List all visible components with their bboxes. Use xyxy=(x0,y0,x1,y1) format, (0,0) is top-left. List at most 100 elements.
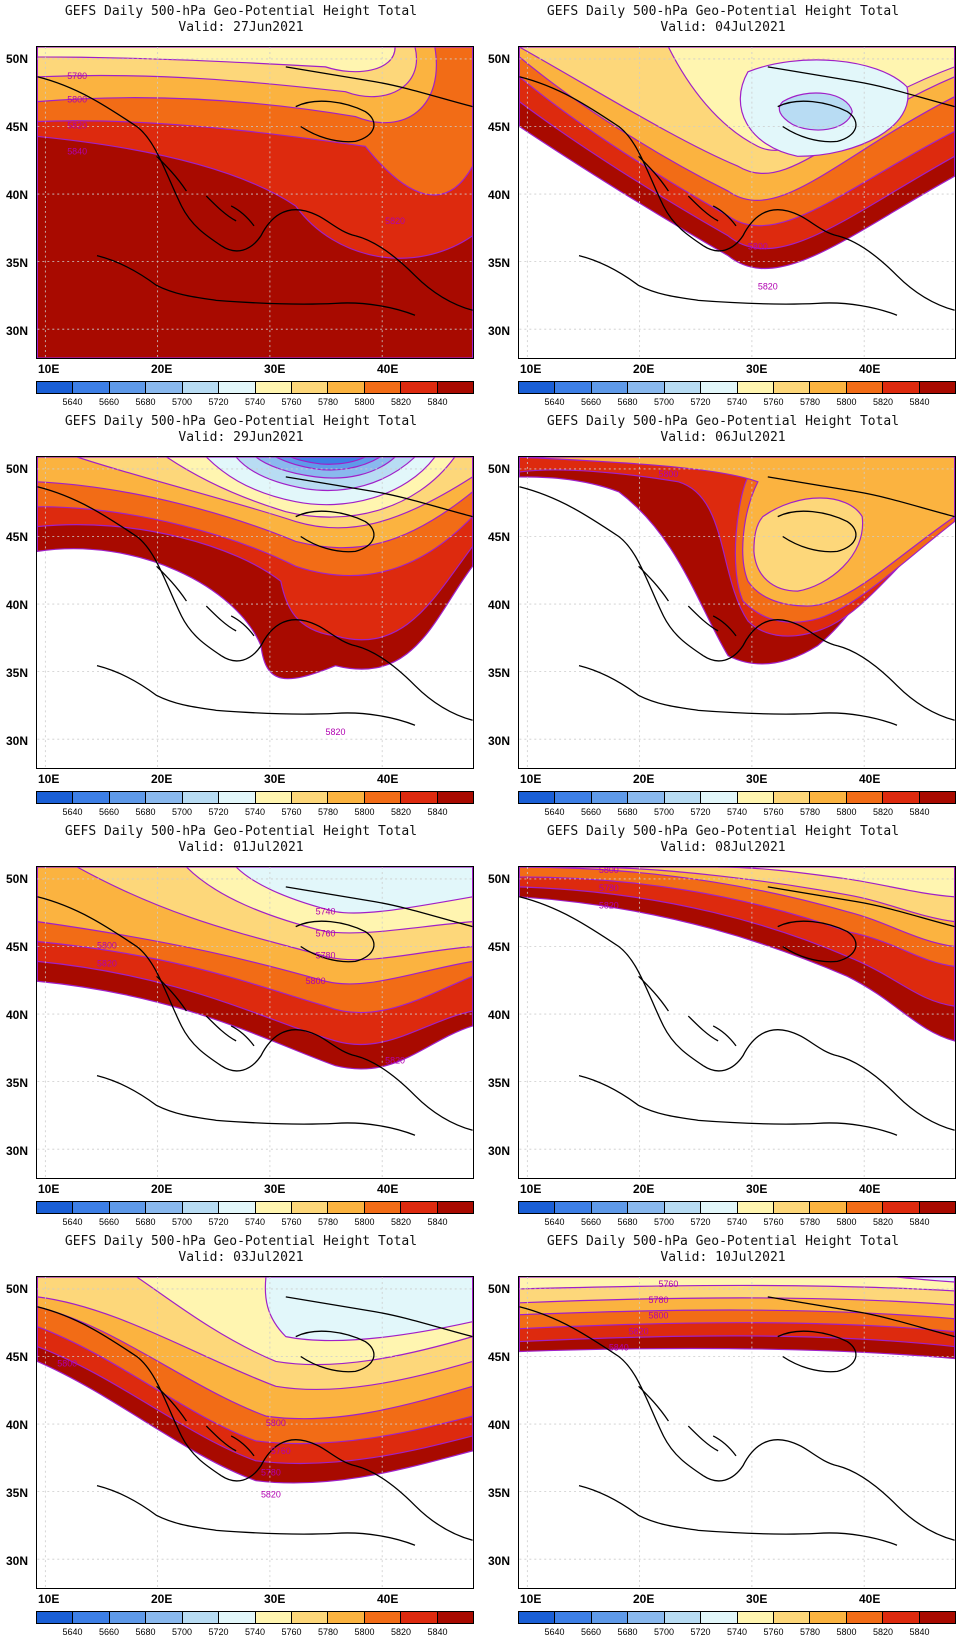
colorbar-label: 5720 xyxy=(208,807,229,817)
height-band xyxy=(519,1277,955,1292)
coastline xyxy=(712,615,737,637)
lon-label: 10E xyxy=(520,1182,542,1196)
panel-title: GEFS Daily 500-hPa Geo-Potential Height … xyxy=(546,414,900,429)
coastline xyxy=(220,1029,356,1072)
coastline xyxy=(519,1306,704,1477)
height-band xyxy=(778,92,853,131)
lon-label: 20E xyxy=(633,1182,655,1196)
coastline xyxy=(156,1385,187,1422)
colorbar-swatch xyxy=(883,1202,920,1213)
coastline xyxy=(702,1439,838,1482)
coastline xyxy=(156,975,187,1012)
panel-valid-date: Valid: 10Jul2021 xyxy=(660,1250,786,1265)
contour-label: 5840 xyxy=(67,146,87,156)
colorbar-swatch xyxy=(255,382,292,393)
height-band xyxy=(37,47,396,73)
colorbar-swatch xyxy=(437,382,474,393)
colorbar-swatch xyxy=(146,792,183,803)
colorbar-label: 5660 xyxy=(98,1217,120,1227)
colorbar-swatch xyxy=(883,792,920,803)
colorbar-label: 5840 xyxy=(909,807,930,817)
colorbar-label: 5680 xyxy=(617,397,638,407)
colorbar-label: 5760 xyxy=(763,1627,784,1637)
colorbar-swatch xyxy=(664,792,702,803)
lat-label: 30N xyxy=(488,1554,511,1568)
lon-label: 10E xyxy=(520,362,542,376)
lat-label: 45N xyxy=(488,940,511,954)
coastline xyxy=(712,1025,737,1047)
colorbar-swatch xyxy=(701,1612,738,1623)
coastline xyxy=(205,195,237,222)
colorbar-swatch xyxy=(437,792,474,803)
colorbar-label: 5740 xyxy=(726,807,748,817)
colorbar-swatch xyxy=(146,1612,183,1623)
coastline xyxy=(702,1029,838,1072)
colorbar-label: 5660 xyxy=(580,397,602,407)
colorbar-swatch xyxy=(628,792,665,803)
contour-label: 5780 xyxy=(261,1468,281,1478)
contour-label: 5800 xyxy=(748,242,768,252)
colorbar-label: 5740 xyxy=(726,1627,748,1637)
colorbar-swatch xyxy=(401,792,438,803)
contour-label: 5800 xyxy=(599,867,619,875)
colorbar-label: 5700 xyxy=(171,397,193,407)
coastline xyxy=(230,1435,255,1457)
colorbar-label: 5660 xyxy=(98,807,120,817)
colorbar-swatch xyxy=(919,382,956,393)
panel-valid-date: Valid: 27Jun2021 xyxy=(178,20,304,35)
contour-label: 5800 xyxy=(67,95,87,105)
colorbar-label: 5820 xyxy=(390,1217,412,1227)
colorbar-label: 5780 xyxy=(799,397,821,407)
map-panel: GEFS Daily 500-hPa Geo-Potential Height … xyxy=(0,0,482,410)
colorbar-label: 5680 xyxy=(617,1627,638,1637)
colorbar-label: 5720 xyxy=(690,1627,711,1637)
height-map: 5740 5760 5780 5800 5800 5820 5820 xyxy=(36,866,474,1179)
colorbar-swatch xyxy=(37,1612,74,1623)
colorbar-swatch xyxy=(773,792,811,803)
colorbar-label: 5720 xyxy=(208,1217,229,1227)
colorbar-swatch xyxy=(219,382,256,393)
contour-label: 5820 xyxy=(758,281,778,291)
colorbar-swatch xyxy=(919,1202,956,1213)
contour-label: 5820 xyxy=(326,727,346,737)
colorbar-label: 5700 xyxy=(653,397,675,407)
lat-label: 50N xyxy=(488,52,511,66)
lat-label: 40N xyxy=(6,188,29,202)
coastline xyxy=(355,1055,473,1131)
panel-title: GEFS Daily 500-hPa Geo-Potential Height … xyxy=(64,824,418,839)
colorbar-label: 5660 xyxy=(580,807,602,817)
contour-label: 5780 xyxy=(599,883,619,893)
colorbar-swatch xyxy=(364,792,402,803)
coastline xyxy=(687,1425,719,1452)
colorbar-swatch xyxy=(664,382,702,393)
coastline xyxy=(777,1330,857,1373)
colorbar-swatch xyxy=(555,1202,592,1213)
colorbar xyxy=(518,1201,956,1214)
colorbar-label: 5820 xyxy=(872,1217,894,1227)
contour-label: 5800 xyxy=(649,1311,669,1321)
colorbar xyxy=(36,381,474,394)
colorbar-swatch xyxy=(737,382,774,393)
colorbar-swatch xyxy=(919,1612,956,1623)
colorbar-label: 5820 xyxy=(390,807,412,817)
colorbar-label: 5760 xyxy=(763,807,784,817)
coastline xyxy=(702,619,838,662)
coastline xyxy=(355,645,473,721)
colorbar-label: 5800 xyxy=(354,1217,375,1227)
contour-label: 5820 xyxy=(97,958,117,968)
colorbar-swatch xyxy=(737,1202,774,1213)
map-panel: GEFS Daily 500-hPa Geo-Potential Height … xyxy=(0,410,482,820)
lat-label: 30N xyxy=(6,1144,29,1158)
coastline xyxy=(687,1015,719,1042)
colorbar-swatch xyxy=(810,792,847,803)
contour-label: 5800 xyxy=(97,940,117,950)
panel-valid-date: Valid: 29Jun2021 xyxy=(178,430,304,445)
colorbar-label: 5840 xyxy=(909,1627,930,1637)
lat-label: 40N xyxy=(6,1008,29,1022)
colorbar-swatch xyxy=(37,792,74,803)
lat-label: 30N xyxy=(6,734,29,748)
lon-label: 20E xyxy=(633,1592,655,1606)
colorbar-swatch xyxy=(255,1612,292,1623)
colorbar-swatch xyxy=(328,382,365,393)
coastline xyxy=(295,920,375,963)
